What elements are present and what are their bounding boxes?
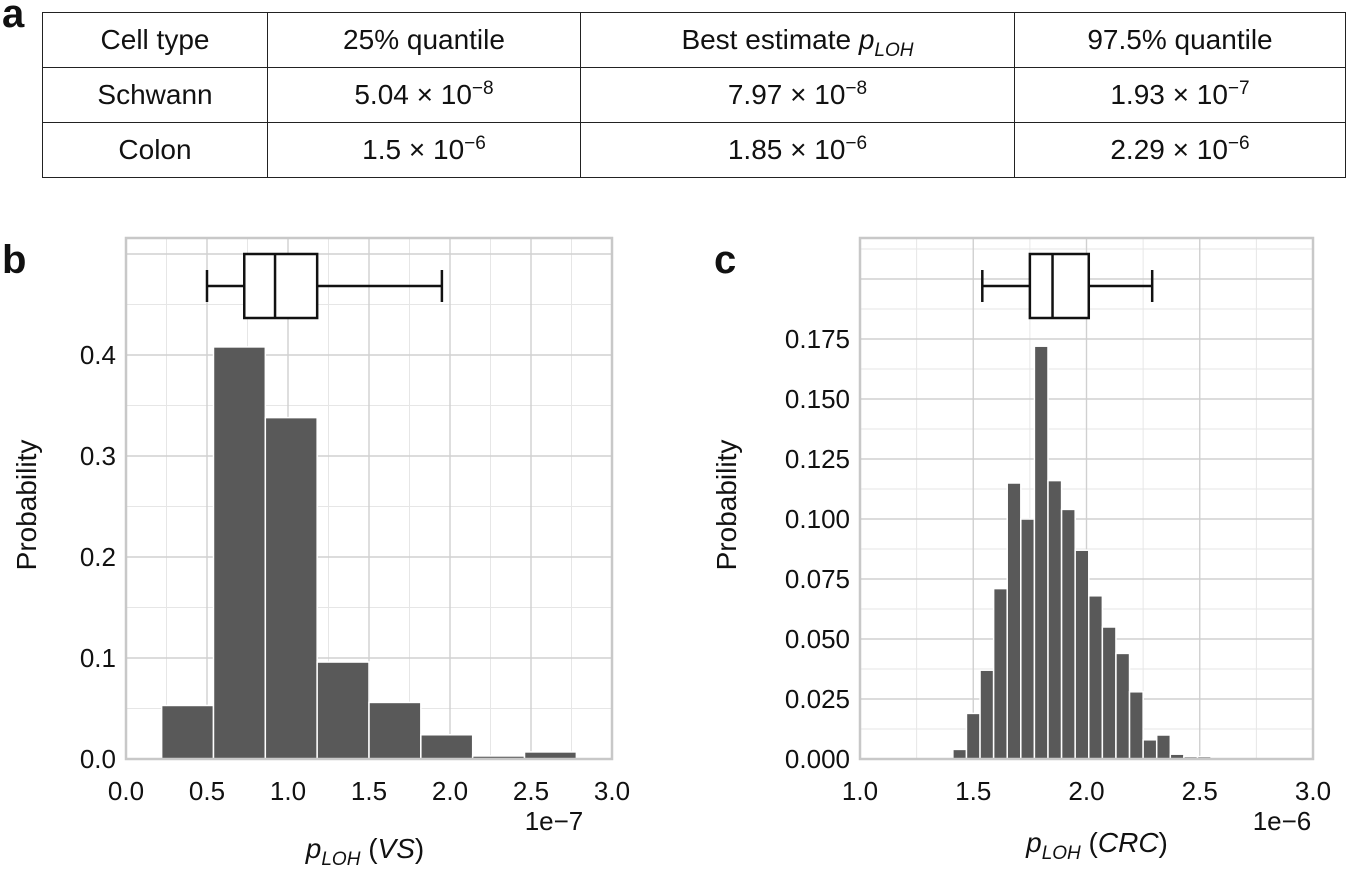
histogram-bar bbox=[368, 701, 422, 760]
chart-c: 1.0 1.5 2.0 2.5 3.0 0.000 0.025 0.050 0.075 0.100… bbox=[711, 236, 1331, 864]
row-label: Colon bbox=[42, 122, 268, 178]
histogram-bar bbox=[1115, 652, 1131, 760]
y-tick-label: 0.1 bbox=[80, 643, 116, 673]
x-tick-label: 2.0 bbox=[432, 776, 468, 806]
table-cell: 2.29 × 10−6 bbox=[1014, 122, 1346, 178]
header-cell-type: Cell type bbox=[42, 12, 268, 68]
row-label: Schwann bbox=[42, 67, 268, 123]
y-tick-label: 0.000 bbox=[785, 744, 850, 774]
quantile-table: Cell type 25% quantile Best estimate pLO… bbox=[42, 12, 1346, 178]
x-tick-label: 1.0 bbox=[270, 776, 306, 806]
histogram-bar bbox=[471, 755, 526, 760]
chart-b: 0.0 0.5 1.0 1.5 2.0 2.5 3.0 0.0 0.1 0.2 0.3 0.4 Prob… bbox=[11, 236, 630, 870]
y-tick-label: 0.150 bbox=[785, 384, 850, 414]
y-tick-label: 0.0 bbox=[80, 744, 116, 774]
histogram-bar bbox=[264, 416, 318, 760]
table-cell: 7.97 × 10−8 bbox=[580, 67, 1015, 123]
x-tick-label: 3.0 bbox=[1295, 776, 1331, 806]
y-tick-label: 0.2 bbox=[80, 542, 116, 572]
table-cell: 1.93 × 10−7 bbox=[1014, 67, 1346, 123]
histogram-bar bbox=[1088, 595, 1104, 760]
histogram-bar bbox=[1101, 626, 1117, 760]
header-best-estimate: Best estimate pLOH bbox=[580, 12, 1015, 68]
x-tick-label: 3.0 bbox=[594, 776, 630, 806]
histogram-bar bbox=[1169, 753, 1185, 760]
y-tick-label: 0.075 bbox=[785, 564, 850, 594]
y-tick-label: 0.100 bbox=[785, 504, 850, 534]
boxplot-box bbox=[243, 252, 319, 320]
x-tick-label: 1.5 bbox=[351, 776, 387, 806]
panel-label-a: a bbox=[2, 0, 25, 36]
y-tick-label: 0.175 bbox=[785, 324, 850, 354]
histogram-bar bbox=[965, 712, 981, 760]
histogram-bar bbox=[1020, 518, 1036, 760]
table-cell: 1.5 × 10−6 bbox=[267, 122, 581, 178]
plot-frame bbox=[124, 236, 614, 761]
histogram-bar bbox=[1047, 479, 1063, 760]
histogram-bar bbox=[523, 751, 578, 760]
y-tick-label: 0.3 bbox=[80, 441, 116, 471]
histogram-bar bbox=[1155, 734, 1172, 760]
header-25-quantile: 25% quantile bbox=[267, 12, 581, 68]
y-axis-label: Probability bbox=[11, 440, 42, 571]
histogram-bar bbox=[992, 587, 1008, 760]
histogram-bar bbox=[1033, 345, 1049, 760]
x-tick-label: 0.5 bbox=[189, 776, 225, 806]
x-tick-label: 2.0 bbox=[1068, 776, 1104, 806]
histogram-bar bbox=[1060, 508, 1076, 760]
y-tick-label: 0.4 bbox=[80, 340, 116, 370]
histogram-bar bbox=[952, 748, 968, 760]
histogram-bar bbox=[1128, 691, 1144, 760]
table-cell: 1.85 × 10−6 bbox=[580, 122, 1015, 178]
histogram-bar bbox=[1142, 739, 1158, 760]
y-tick-label: 0.125 bbox=[785, 444, 850, 474]
histogram-bar bbox=[979, 669, 995, 760]
x-offset-text: 1e−6 bbox=[1253, 806, 1312, 836]
x-tick-label: 1.0 bbox=[842, 776, 878, 806]
x-offset-text: 1e−7 bbox=[525, 806, 584, 836]
panel-label-c: c bbox=[714, 238, 737, 282]
x-axis-label: pLOH (CRC) bbox=[1025, 827, 1168, 864]
histogram-bar bbox=[1074, 549, 1090, 760]
table-cell: 5.04 × 10−8 bbox=[267, 67, 581, 123]
y-tick-label: 0.050 bbox=[785, 624, 850, 654]
x-axis-label: pLOH (VS) bbox=[305, 833, 424, 870]
table-header-row: Cell type 25% quantile Best estimate pLO… bbox=[42, 12, 1346, 68]
table-row: Colon 1.5 × 10−6 1.85 × 10−6 2.29 × 10−6 bbox=[42, 122, 1346, 178]
boxplot-box bbox=[1028, 252, 1091, 320]
table-row: Schwann 5.04 × 10−8 7.97 × 10−8 1.93 × 1… bbox=[42, 67, 1346, 123]
histogram-bar bbox=[1196, 755, 1212, 760]
histogram-bar bbox=[316, 661, 370, 760]
panel-label-b: b bbox=[2, 238, 27, 282]
plot-frame bbox=[858, 236, 1315, 761]
histogram-bar bbox=[1006, 482, 1022, 760]
histogram-bar bbox=[212, 346, 267, 760]
header-97-5-quantile: 97.5% quantile bbox=[1014, 12, 1346, 68]
x-tick-label: 2.5 bbox=[513, 776, 549, 806]
histogram-bar bbox=[1183, 755, 1199, 760]
histogram-bar bbox=[420, 734, 474, 760]
x-tick-label: 2.5 bbox=[1182, 776, 1218, 806]
x-tick-label: 0.0 bbox=[108, 776, 144, 806]
histogram-bar bbox=[160, 704, 215, 760]
x-tick-label: 1.5 bbox=[955, 776, 991, 806]
y-axis-label: Probability bbox=[711, 440, 742, 571]
y-tick-label: 0.025 bbox=[785, 684, 850, 714]
